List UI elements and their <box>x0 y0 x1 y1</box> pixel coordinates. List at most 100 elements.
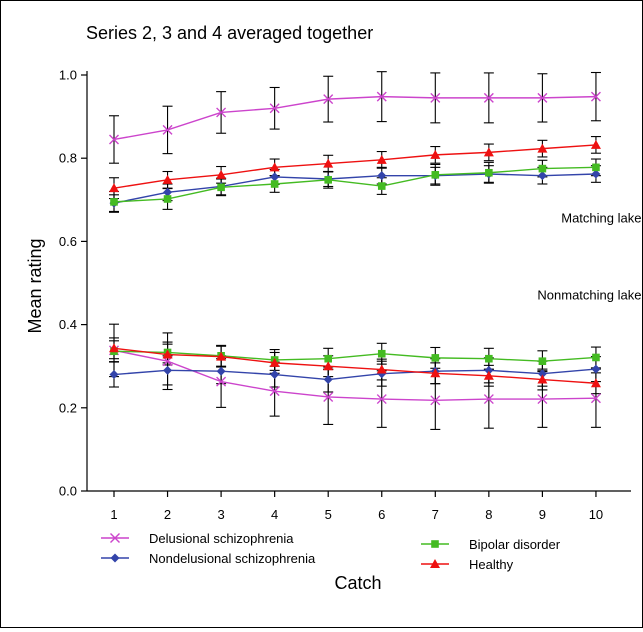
data-point-nondelusional-schizophrenia <box>537 171 547 181</box>
data-point-delusional-schizophrenia <box>162 124 173 135</box>
data-point-bipolar-disorder <box>431 171 440 179</box>
data-point-delusional-schizophrenia <box>376 394 387 405</box>
legend-label: Bipolar disorder <box>469 537 561 552</box>
annotation-label: Matching lake <box>561 211 641 226</box>
y-tick-label: 0.2 <box>59 400 77 415</box>
data-point-healthy <box>483 370 494 380</box>
legend-label: Nondelusional schizophrenia <box>149 551 316 566</box>
x-axis-label: Catch <box>334 573 381 593</box>
series-line-delusional-schizophrenia <box>113 95 596 141</box>
data-point-healthy <box>269 357 280 367</box>
chart-title: Series 2, 3 and 4 averaged together <box>86 23 373 43</box>
data-point-nondelusional-schizophrenia <box>163 365 173 375</box>
data-point-bipolar-disorder <box>324 354 332 363</box>
y-tick-label: 1.0 <box>59 68 77 83</box>
data-point-delusional-schizophrenia <box>323 391 334 402</box>
legend-swatch-marker <box>430 559 440 568</box>
data-point-healthy <box>216 351 227 361</box>
y-tick-label: 0.0 <box>59 484 77 499</box>
x-tick-label: 7 <box>432 507 439 522</box>
data-point-nondelusional-schizophrenia <box>216 366 226 376</box>
data-point-delusional-schizophrenia <box>323 94 334 105</box>
data-point-healthy <box>376 364 387 374</box>
data-point-healthy <box>483 147 494 157</box>
data-point-healthy <box>430 149 441 159</box>
plot-area: 0.0 0.2 0.4 0.6 0.8 1.0 1 2 3 4 5 6 7 8 9 10 Matching la… <box>59 68 642 523</box>
data-point-bipolar-disorder <box>431 354 440 362</box>
legend-item-nondelusional-schizophrenia: Nondelusional schizophrenia <box>101 551 316 566</box>
data-point-healthy <box>537 374 548 384</box>
x-tick-label: 3 <box>217 507 224 522</box>
data-point-delusional-schizophrenia <box>483 394 494 405</box>
data-point-healthy <box>109 343 119 353</box>
series-line-nondelusional-schizophrenia <box>113 368 597 381</box>
data-point-nondelusional-schizophrenia <box>270 370 280 380</box>
data-point-nondelusional-schizophrenia <box>591 169 601 179</box>
legend-item-delusional-schizophrenia: Delusional schizophrenia <box>101 531 294 546</box>
data-point-delusional-schizophrenia <box>430 92 441 103</box>
data-point-bipolar-disorder <box>110 198 118 206</box>
legend: Delusional schizophrenia Nondelusional sc… <box>101 531 561 572</box>
y-tick-label: 0.6 <box>59 234 77 249</box>
data-point-nondelusional-schizophrenia <box>484 365 494 375</box>
data-point-nondelusional-schizophrenia <box>591 364 601 374</box>
data-point-delusional-schizophrenia <box>216 107 227 118</box>
data-point-delusional-schizophrenia <box>483 92 494 103</box>
data-point-delusional-schizophrenia <box>590 91 601 102</box>
data-point-bipolar-disorder <box>270 180 279 188</box>
data-point-healthy <box>162 349 173 359</box>
x-tick-label: 6 <box>378 507 385 522</box>
legend-label: Delusional schizophrenia <box>149 531 294 546</box>
series-line-nondelusional-schizophrenia <box>113 173 596 204</box>
x-tick-label: 2 <box>164 507 171 522</box>
data-point-healthy <box>537 143 548 153</box>
data-point-healthy <box>376 154 387 164</box>
data-point-nondelusional-schizophrenia <box>270 172 280 182</box>
data-point-nondelusional-schizophrenia <box>537 369 547 379</box>
x-tick-label: 8 <box>485 507 492 522</box>
y-axis-label: Mean rating <box>25 238 45 333</box>
data-point-delusional-schizophrenia <box>376 91 387 102</box>
x-tick-label: 9 <box>539 507 546 522</box>
data-point-delusional-schizophrenia <box>537 92 548 103</box>
data-point-bipolar-disorder <box>217 183 225 192</box>
data-point-healthy <box>216 169 227 179</box>
legend-swatch-marker <box>110 553 120 563</box>
data-point-nondelusional-schizophrenia <box>109 370 119 380</box>
y-tick-label: 0.4 <box>59 317 77 332</box>
legend-swatch-marker <box>110 533 120 543</box>
data-point-healthy <box>323 158 334 168</box>
data-point-bipolar-disorder <box>592 353 600 362</box>
series-line-delusional-schizophrenia <box>113 349 596 402</box>
y-tick-label: 0.8 <box>59 151 77 166</box>
data-point-healthy <box>430 368 441 378</box>
data-point-delusional-schizophrenia <box>430 395 441 406</box>
series-line-healthy <box>113 144 596 189</box>
legend-item-healthy: Healthy <box>421 557 514 572</box>
series-line-bipolar-disorder <box>113 166 596 203</box>
data-point-bipolar-disorder <box>377 349 386 358</box>
data-point-healthy <box>590 139 601 149</box>
data-point-bipolar-disorder <box>324 176 332 184</box>
data-point-bipolar-disorder <box>485 168 493 177</box>
data-point-bipolar-disorder <box>377 182 386 190</box>
data-point-healthy <box>109 183 119 193</box>
data-point-bipolar-disorder <box>538 164 547 173</box>
data-point-delusional-schizophrenia <box>216 376 227 387</box>
data-point-nondelusional-schizophrenia <box>377 171 387 181</box>
legend-label: Healthy <box>469 557 514 572</box>
data-point-delusional-schizophrenia <box>269 386 280 397</box>
annotation-label: Nonmatching lake <box>537 288 641 303</box>
series-line-bipolar-disorder <box>113 350 596 362</box>
data-point-healthy <box>323 361 334 371</box>
x-tick-label: 4 <box>271 507 278 522</box>
data-point-healthy <box>269 162 280 172</box>
data-point-bipolar-disorder <box>538 357 547 366</box>
data-point-healthy <box>590 378 601 388</box>
data-point-delusional-schizophrenia <box>537 394 548 405</box>
x-tick-label: 1 <box>110 507 117 522</box>
x-tick-label: 10 <box>589 507 603 522</box>
x-tick-label: 5 <box>325 507 332 522</box>
data-point-delusional-schizophrenia <box>269 103 280 114</box>
